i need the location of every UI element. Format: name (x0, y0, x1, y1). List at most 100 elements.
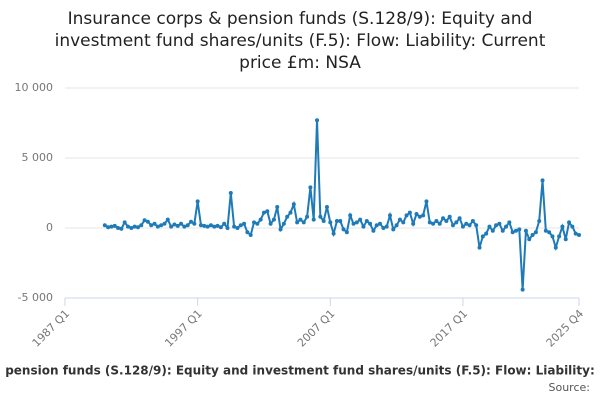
data-point (271, 217, 276, 222)
data-point (132, 224, 137, 229)
data-point (527, 237, 532, 242)
data-point (328, 220, 333, 225)
data-point (441, 216, 446, 221)
data-point (185, 223, 190, 228)
data-point (331, 231, 336, 236)
y-tick-label: 5 000 (22, 151, 54, 164)
data-point (195, 199, 200, 204)
data-point (391, 227, 396, 232)
data-point (414, 212, 419, 216)
data-point (361, 224, 366, 229)
data-point (252, 220, 257, 225)
data-point (305, 214, 310, 219)
data-point (543, 228, 548, 233)
data-point (165, 217, 170, 222)
series-line (104, 120, 580, 290)
data-point (162, 221, 167, 226)
data-point (407, 210, 412, 215)
data-point (258, 217, 263, 222)
data-point (553, 245, 558, 250)
data-point (122, 220, 127, 225)
data-point (242, 221, 247, 226)
x-axis-label: pension funds (S.128/9): Equity and inve… (5, 364, 595, 378)
data-point (235, 226, 240, 230)
data-point (189, 219, 194, 224)
data-point (112, 223, 117, 228)
chart-title: price £m: NSA (239, 53, 361, 73)
data-point (424, 199, 429, 204)
data-point (348, 213, 353, 218)
data-point (301, 220, 306, 225)
data-point (238, 223, 243, 228)
data-point (427, 220, 432, 225)
data-point (278, 227, 283, 232)
data-point (109, 224, 114, 229)
y-tick-label: 10 000 (15, 81, 54, 94)
data-point (152, 221, 157, 226)
data-point (212, 224, 217, 229)
source: Source: (549, 381, 591, 394)
data-point (381, 226, 386, 230)
data-point (261, 210, 266, 215)
data-point (155, 224, 160, 229)
data-point (288, 210, 293, 215)
data-point (285, 214, 290, 219)
data-point (507, 220, 512, 225)
data-point (401, 220, 406, 225)
data-point (397, 217, 402, 222)
data-point (142, 218, 147, 223)
data-point (490, 228, 495, 233)
data-point (517, 227, 522, 232)
data-point (102, 223, 107, 228)
data-point (374, 223, 379, 228)
data-point (570, 224, 575, 229)
data-point (470, 219, 475, 223)
data-point (198, 223, 203, 228)
chart-title: investment fund shares/units (F.5): Flow… (55, 31, 546, 51)
data-point (371, 228, 376, 233)
data-point (182, 224, 187, 229)
data-point (192, 221, 197, 226)
data-point (295, 220, 300, 225)
data-point (205, 224, 210, 229)
data-point (255, 221, 260, 226)
y-tick-label: -5 000 (18, 291, 53, 304)
data-point (298, 217, 303, 222)
data-point (179, 221, 184, 226)
data-point (175, 223, 180, 228)
data-point (126, 224, 131, 229)
data-point (510, 230, 515, 235)
data-point (308, 185, 313, 190)
data-point (477, 245, 482, 250)
data-point (520, 287, 525, 292)
x-tick-label: 2017 Q1 (428, 307, 471, 350)
data-point (311, 217, 316, 222)
data-point (530, 233, 535, 237)
data-point (447, 214, 452, 219)
data-point (457, 216, 462, 221)
data-point (421, 213, 426, 218)
data-point (268, 221, 273, 226)
data-point (513, 228, 518, 233)
data-point (497, 221, 502, 226)
data-point (321, 219, 326, 223)
data-point (454, 220, 459, 225)
data-point (467, 223, 472, 228)
data-point (139, 223, 144, 228)
data-point (474, 223, 479, 228)
data-point (228, 191, 233, 195)
data-point (460, 224, 465, 229)
data-point (484, 231, 489, 236)
data-point (334, 219, 339, 223)
data-point (487, 224, 492, 229)
data-point (500, 228, 505, 233)
data-point (480, 234, 485, 239)
x-tick-label: 1987 Q1 (30, 307, 73, 350)
data-point (557, 234, 562, 239)
data-point (364, 219, 369, 223)
data-point (358, 217, 363, 222)
data-point (232, 224, 237, 229)
data-point (149, 223, 154, 228)
data-point (437, 221, 442, 226)
data-point (291, 202, 296, 207)
